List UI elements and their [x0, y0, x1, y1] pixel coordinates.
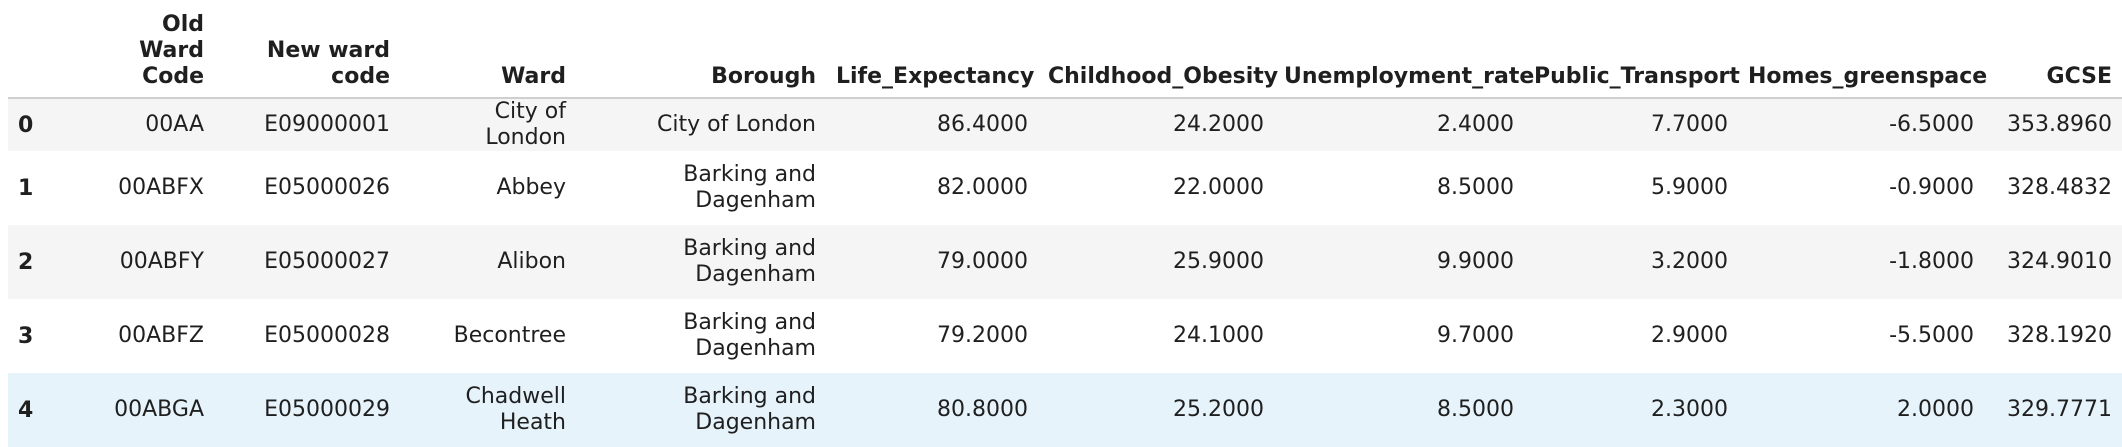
cell-childhood-obesity: 24.2000: [1173, 112, 1264, 137]
table-row: 3 00ABFZ E05000028 Becontree Barking and…: [8, 299, 2122, 373]
column-header-new-ward-code: New ward code: [214, 8, 400, 99]
cell-new-ward-code: E05000029: [264, 397, 390, 422]
column-header-homes-greenspace: Homes_greenspace: [1738, 8, 1987, 99]
column-header-old-ward-code: Old Ward Code: [94, 8, 214, 99]
cell-gcse: 324.9010: [2007, 249, 2112, 274]
cell-new-ward-code: E05000028: [264, 323, 390, 348]
cell-unemployment-rate: 2.4000: [1437, 112, 1514, 137]
cell-new-ward-code: E05000026: [264, 175, 390, 200]
cell-homes-greenspace: -6.5000: [1889, 112, 1974, 137]
cell-ward: Becontree: [453, 323, 566, 348]
cell-childhood-obesity: 22.0000: [1173, 175, 1264, 200]
cell-public-transport: 5.9000: [1651, 175, 1728, 200]
column-header-childhood-obesity: Childhood_Obesity: [1038, 8, 1278, 99]
cell-borough: City of London: [657, 112, 816, 137]
cell-public-transport: 7.7000: [1651, 112, 1728, 137]
table-row: 2 00ABFY E05000027 Alibon Barking and Da…: [8, 225, 2122, 299]
cell-gcse: 353.8960: [2007, 112, 2112, 137]
cell-borough: Barking and Dagenham: [683, 162, 816, 213]
cell-life-expectancy: 79.0000: [937, 249, 1028, 274]
cell-old-ward-code: 00ABFY: [119, 249, 204, 274]
cell-unemployment-rate: 9.9000: [1437, 249, 1514, 274]
cell-old-ward-code: 00ABGA: [114, 397, 204, 422]
cell-borough: Barking and Dagenham: [683, 310, 816, 361]
cell-old-ward-code: 00AA: [145, 112, 204, 137]
table-row: 1 00ABFX E05000026 Abbey Barking and Dag…: [8, 151, 2122, 225]
column-header-public-transport: Public_Transport: [1524, 8, 1740, 99]
cell-unemployment-rate: 8.5000: [1437, 397, 1514, 422]
cell-homes-greenspace: 2.0000: [1897, 397, 1974, 422]
table-header: Old Ward Code New ward code Ward Borough…: [8, 8, 2122, 99]
cell-public-transport: 3.2000: [1651, 249, 1728, 274]
cell-childhood-obesity: 25.9000: [1173, 249, 1264, 274]
cell-life-expectancy: 86.4000: [937, 112, 1028, 137]
row-index: 4: [18, 397, 34, 423]
cell-unemployment-rate: 8.5000: [1437, 175, 1514, 200]
cell-ward: Abbey: [496, 175, 566, 200]
row-index: 0: [18, 112, 34, 138]
cell-old-ward-code: 00ABFX: [118, 175, 204, 200]
cell-childhood-obesity: 25.2000: [1173, 397, 1264, 422]
cell-life-expectancy: 79.2000: [937, 323, 1028, 348]
header-row: Old Ward Code New ward code Ward Borough…: [8, 8, 2122, 99]
cell-unemployment-rate: 9.7000: [1437, 323, 1514, 348]
cell-new-ward-code: E09000001: [264, 112, 390, 137]
table-row: 4 00ABGA E05000029 Chadwell Heath Barkin…: [8, 373, 2122, 447]
column-header-index: [8, 8, 94, 99]
column-header-unemployment-rate: Unemployment_rate: [1274, 8, 1534, 99]
row-index: 1: [18, 175, 34, 201]
dataframe-table: Old Ward Code New ward code Ward Borough…: [8, 8, 2122, 447]
row-index: 2: [18, 249, 34, 275]
cell-life-expectancy: 82.0000: [937, 175, 1028, 200]
cell-public-transport: 2.9000: [1651, 323, 1728, 348]
cell-childhood-obesity: 24.1000: [1173, 323, 1264, 348]
cell-homes-greenspace: -5.5000: [1889, 323, 1974, 348]
column-header-ward: Ward: [400, 8, 576, 99]
cell-homes-greenspace: -1.8000: [1889, 249, 1974, 274]
cell-borough: Barking and Dagenham: [683, 236, 816, 287]
cell-old-ward-code: 00ABFZ: [118, 323, 204, 348]
cell-new-ward-code: E05000027: [264, 249, 390, 274]
column-header-life-expectancy: Life_Expectancy: [826, 8, 1038, 99]
cell-gcse: 328.1920: [2007, 323, 2112, 348]
cell-ward: Chadwell Heath: [465, 384, 566, 435]
table-row: 0 00AA E09000001 City of London City of …: [8, 98, 2122, 151]
cell-life-expectancy: 80.8000: [937, 397, 1028, 422]
cell-ward: Alibon: [497, 249, 566, 274]
cell-homes-greenspace: -0.9000: [1889, 175, 1974, 200]
column-header-borough: Borough: [576, 8, 826, 99]
row-index: 3: [18, 323, 34, 349]
cell-gcse: 328.4832: [2007, 175, 2112, 200]
cell-ward: City of London: [485, 99, 566, 150]
cell-borough: Barking and Dagenham: [683, 384, 816, 435]
cell-gcse: 329.7771: [2007, 397, 2112, 422]
column-header-gcse: GCSE: [1984, 8, 2122, 99]
cell-public-transport: 2.3000: [1651, 397, 1728, 422]
table-body: 0 00AA E09000001 City of London City of …: [8, 98, 2122, 447]
